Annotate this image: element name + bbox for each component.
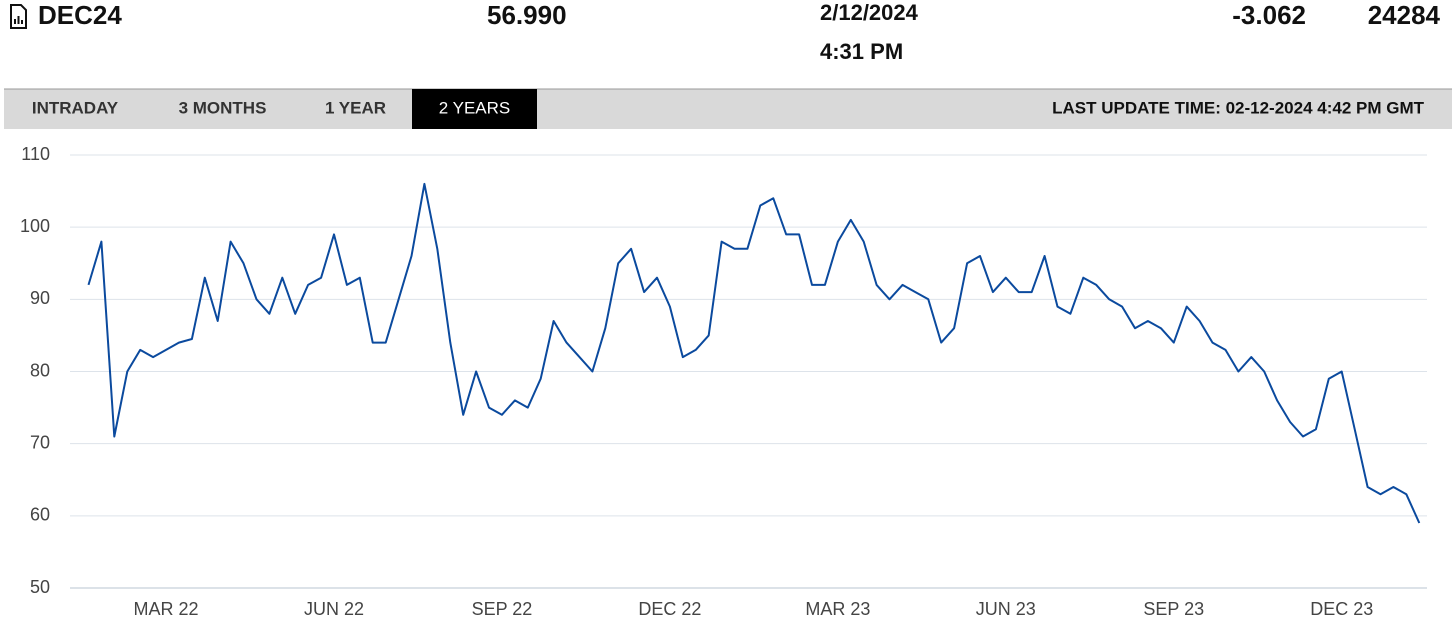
symbol: DEC24 — [38, 0, 122, 30]
y-tick-label: 100 — [20, 216, 50, 236]
x-tick-label: JUN 22 — [304, 599, 364, 619]
tab-label: 2 YEARS — [439, 98, 511, 117]
x-tick-label: MAR 23 — [805, 599, 870, 619]
tab[interactable]: 3 MONTHS — [179, 98, 267, 117]
tab-label: 3 MONTHS — [179, 98, 267, 117]
change: -3.062 — [1232, 0, 1306, 30]
tab[interactable]: 1 YEAR — [325, 98, 386, 117]
time: 4:31 PM — [820, 39, 903, 64]
last-update: LAST UPDATE TIME: 02-12-2024 4:42 PM GMT — [1052, 98, 1424, 117]
x-tick-label: JUN 23 — [976, 599, 1036, 619]
y-tick-label: 60 — [30, 505, 50, 525]
tab[interactable]: INTRADAY — [32, 98, 119, 117]
doc-icon — [10, 4, 27, 29]
tab-label: 1 YEAR — [325, 98, 386, 117]
y-tick-label: 70 — [30, 432, 50, 452]
tab[interactable]: 2 YEARS — [412, 89, 537, 129]
x-tick-label: SEP 23 — [1143, 599, 1204, 619]
plot: 50 60 70 80 90 100 110 MAR 22 JUN 22 SEP 22 DEC 22… — [20, 144, 1427, 619]
volume: 24284 — [1368, 0, 1441, 30]
y-tick-label: 90 — [30, 288, 50, 308]
x-tick-label: DEC 23 — [1310, 599, 1373, 619]
x-tick-label: DEC 22 — [638, 599, 701, 619]
date: 2/12/2024 — [820, 0, 919, 25]
price: 56.990 — [487, 0, 567, 30]
price-line — [87, 182, 1421, 524]
x-tick-label: MAR 22 — [134, 599, 199, 619]
y-tick-label: 50 — [30, 577, 50, 597]
y-tick-label: 110 — [21, 144, 50, 164]
y-tick-label: 80 — [30, 360, 50, 380]
tab-label: INTRADAY — [32, 98, 119, 117]
tab-bar — [4, 89, 1452, 129]
tab-active-bg — [412, 89, 537, 129]
tabs: INTRADAY 3 MONTHS 1 YEAR 2 YEARS — [32, 89, 537, 129]
x-tick-label: SEP 22 — [472, 599, 533, 619]
